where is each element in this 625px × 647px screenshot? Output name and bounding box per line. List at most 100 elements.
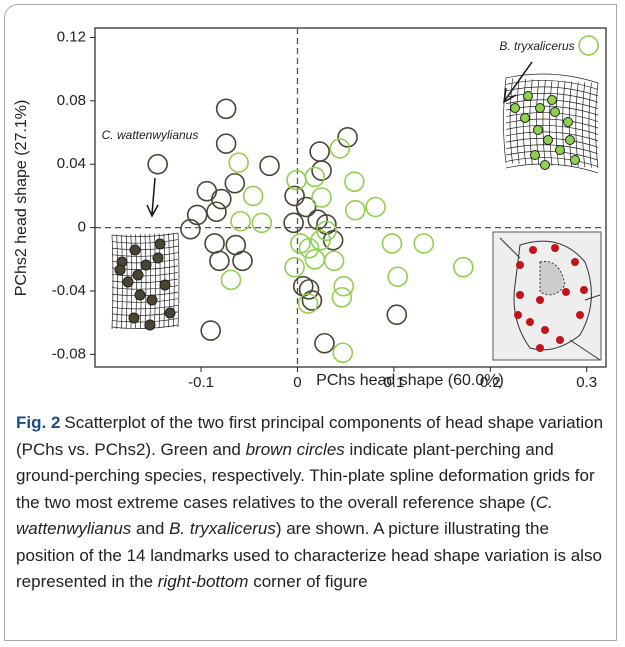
point (325, 251, 344, 270)
point (388, 267, 407, 286)
landmark-dot (571, 258, 579, 266)
landmark-dot (516, 261, 524, 269)
point (225, 174, 244, 193)
landmark-dot (165, 308, 175, 318)
x-axis-label: PChs head shape (60.0%) (316, 372, 504, 389)
annotation: B. tryxalicerus (499, 39, 574, 53)
landmark-dot (541, 161, 550, 170)
landmark-dot (141, 260, 151, 270)
landmark-dot (556, 146, 565, 155)
deform-grid (112, 299, 178, 303)
landmark-dot (529, 246, 537, 254)
y-tick-label: -0.04 (52, 282, 86, 299)
point (310, 142, 329, 161)
landmark-dot (155, 239, 165, 249)
caption-text: B. tryxalicerus (169, 519, 276, 538)
x-tick-label: 0 (293, 374, 301, 391)
landmark-dot (556, 336, 564, 344)
landmark-dot (511, 104, 520, 113)
point (212, 190, 231, 209)
point (333, 343, 352, 362)
landmark-dot (534, 126, 543, 135)
landmark-dot (551, 244, 559, 252)
landmark-dot (536, 344, 544, 352)
point (217, 99, 236, 118)
y-tick-label: 0 (78, 219, 86, 236)
y-tick-label: 0.04 (57, 155, 86, 172)
y-tick-label: -0.08 (52, 345, 86, 362)
landmark-dot (145, 320, 155, 330)
point (345, 172, 364, 191)
point (454, 258, 473, 277)
caption-text: corner of figure (248, 572, 367, 591)
point (148, 155, 167, 174)
landmark-dot (130, 245, 140, 255)
point (205, 234, 224, 253)
y-axis-label: PChs2 head shape (27.1%) (13, 100, 30, 297)
point (312, 188, 331, 207)
point (197, 182, 216, 201)
deform-grid (178, 233, 179, 327)
point (382, 234, 401, 253)
landmark-dot (133, 270, 143, 280)
landmark-dot (521, 114, 530, 123)
landmark-dot (536, 296, 544, 304)
point (252, 213, 271, 232)
deform-grid (582, 82, 585, 167)
landmark-dot (571, 156, 580, 165)
point (414, 234, 433, 253)
x-tick-label: 0.2 (480, 374, 501, 391)
landmark-inset (493, 232, 601, 360)
landmark-dot (544, 136, 553, 145)
deform-grid (112, 235, 113, 329)
landmark-dot (562, 288, 570, 296)
caption-label: Fig. 2 (16, 413, 60, 432)
x-tick-label: 0.1 (383, 374, 404, 391)
deform-grid (145, 234, 146, 328)
landmark-dot (526, 318, 534, 326)
landmark-dot (160, 280, 170, 290)
landmark-dot (566, 136, 575, 145)
y-tick-label: 0.08 (57, 92, 86, 109)
landmark-dot (536, 104, 545, 113)
deform-grid (543, 80, 546, 165)
point (315, 334, 334, 353)
deform-grid (150, 234, 151, 328)
x-tick-label: 0.3 (576, 374, 597, 391)
landmark-dot (135, 290, 145, 300)
point (260, 156, 279, 175)
point (332, 288, 351, 307)
deform-grid (140, 234, 141, 328)
landmark-dot (514, 311, 522, 319)
point (217, 134, 236, 153)
landmark-dot (115, 265, 125, 275)
annotation: C. wattenwylianus (102, 128, 199, 142)
point (229, 153, 248, 172)
point (579, 36, 598, 55)
point (366, 198, 385, 217)
y-tick-label: 0.12 (57, 28, 86, 45)
landmark-dot (551, 108, 560, 117)
point (284, 213, 303, 232)
landmark-dot (576, 311, 584, 319)
point (221, 270, 240, 289)
point (299, 294, 318, 313)
landmark-dot (129, 313, 139, 323)
point (387, 305, 406, 324)
landmark-dot (153, 253, 163, 263)
point (233, 251, 252, 270)
point (201, 321, 220, 340)
landmark-dot (531, 151, 540, 160)
insets (493, 232, 601, 360)
point (207, 202, 226, 221)
arrow (147, 178, 158, 216)
x-tick-label: -0.1 (188, 374, 214, 391)
landmark-dot (147, 295, 157, 305)
caption-text: and (131, 519, 169, 538)
point (285, 258, 304, 277)
landmark-dot (123, 277, 133, 287)
point (346, 201, 365, 220)
deform-grid (154, 234, 155, 328)
point (244, 186, 263, 205)
